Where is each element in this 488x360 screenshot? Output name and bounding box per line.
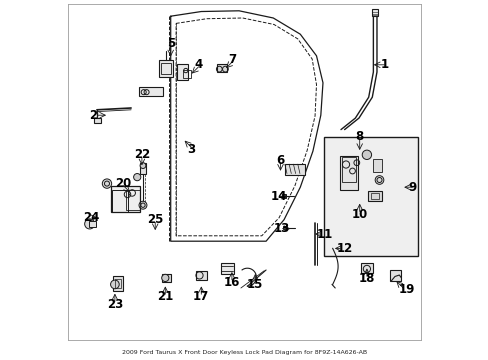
Text: 4: 4 (194, 58, 202, 71)
Circle shape (133, 174, 141, 181)
Circle shape (102, 179, 111, 188)
Text: 10: 10 (351, 208, 367, 221)
Bar (183, 70, 190, 78)
Bar (372, 159, 382, 172)
Bar (217, 64, 227, 72)
Text: 11: 11 (316, 228, 332, 240)
Circle shape (110, 280, 119, 289)
Bar (161, 274, 170, 282)
Bar (195, 271, 206, 280)
Bar (339, 156, 358, 190)
Text: 15: 15 (246, 278, 263, 291)
Circle shape (162, 274, 168, 282)
Text: 6: 6 (276, 154, 284, 167)
Circle shape (84, 219, 95, 229)
Bar (89, 221, 96, 227)
Text: 2: 2 (89, 109, 97, 122)
Bar (94, 118, 101, 123)
Circle shape (139, 201, 146, 209)
Text: 2009 Ford Taurus X Front Door Keyless Lock Pad Diagram for 8F9Z-14A626-AB: 2009 Ford Taurus X Front Door Keyless Lo… (122, 350, 366, 355)
Text: 7: 7 (228, 53, 236, 66)
Text: 1: 1 (380, 58, 388, 71)
Bar (371, 9, 378, 16)
Bar (323, 137, 417, 256)
Bar (113, 276, 122, 291)
Text: 21: 21 (157, 291, 173, 303)
Circle shape (362, 150, 371, 159)
Bar (341, 157, 355, 182)
Bar (285, 164, 304, 175)
Bar (126, 190, 140, 210)
Text: 17: 17 (193, 291, 209, 303)
Bar (139, 87, 163, 96)
Text: 25: 25 (147, 213, 163, 226)
Text: 23: 23 (106, 298, 123, 311)
Bar (282, 194, 285, 198)
Text: 8: 8 (355, 130, 363, 143)
Text: 9: 9 (407, 181, 416, 194)
Bar (177, 64, 187, 80)
Bar (112, 190, 128, 212)
Bar (140, 163, 146, 174)
Circle shape (374, 176, 383, 184)
Text: 24: 24 (83, 211, 100, 224)
Circle shape (140, 163, 145, 168)
Text: 14: 14 (270, 190, 286, 203)
Text: 16: 16 (223, 276, 240, 289)
Bar (370, 193, 378, 199)
Text: 5: 5 (166, 37, 175, 50)
Bar (360, 263, 372, 273)
Text: 13: 13 (273, 222, 289, 235)
Text: 22: 22 (134, 148, 150, 161)
Bar (114, 279, 121, 288)
Bar (389, 270, 400, 281)
Text: 19: 19 (398, 283, 414, 296)
Text: 20: 20 (115, 177, 131, 190)
Bar (220, 263, 234, 274)
Text: 3: 3 (186, 143, 195, 156)
Bar (282, 226, 286, 229)
Text: 18: 18 (358, 273, 374, 285)
Bar (161, 63, 171, 74)
Bar (159, 60, 172, 77)
Bar (111, 186, 140, 212)
Bar (367, 191, 381, 201)
Text: 12: 12 (336, 242, 352, 255)
